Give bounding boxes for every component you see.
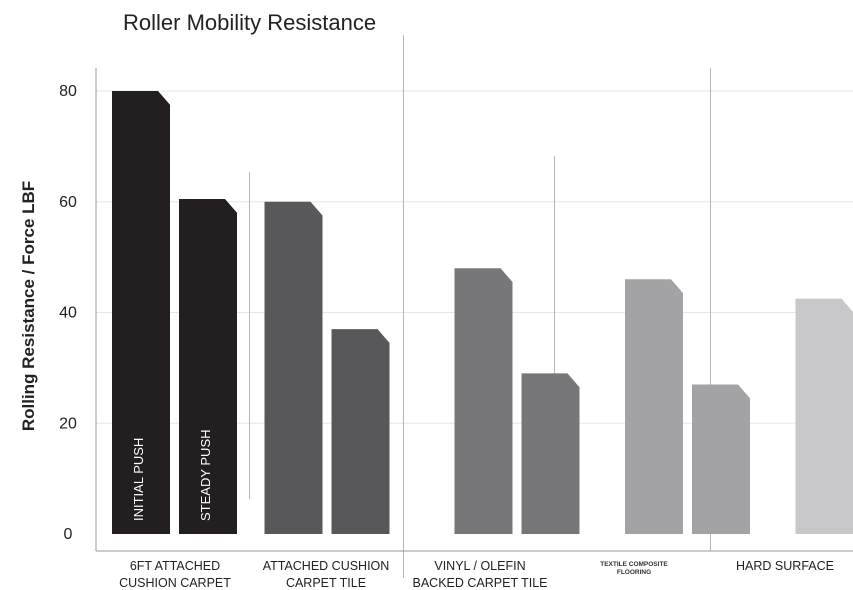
category-label: TEXTILE COMPOSITE	[600, 561, 668, 568]
category-label: 6FT ATTACHED	[130, 559, 220, 573]
y-tick-label: 80	[59, 83, 77, 100]
y-tick-label: 60	[59, 194, 77, 211]
axes	[95, 68, 853, 552]
y-tick-labels: 0 20 40 60 80	[59, 83, 77, 543]
bar-steady-push	[331, 329, 390, 534]
category-label: BACKED CARPET TILE	[413, 576, 548, 590]
series-label-steady-push: STEADY PUSH	[198, 429, 213, 521]
bar-steady-push	[521, 373, 580, 534]
bar-initial-push	[112, 91, 170, 534]
bar-steady-push	[179, 198, 237, 534]
category-label: HARD SURFACE	[736, 559, 834, 573]
y-axis-label: Rolling Resistance / Force LBF	[19, 181, 38, 431]
category-label: VINYL / OLEFIN	[434, 559, 525, 573]
y-tick-label: 0	[64, 526, 73, 543]
y-tick-label: 40	[59, 305, 77, 322]
category-label: CUSHION CARPET	[119, 576, 231, 590]
bar-initial-push	[264, 201, 323, 534]
category-label: CARPET TILE	[286, 576, 366, 590]
chart-title: Roller Mobility Resistance	[123, 10, 376, 35]
category-labels: 6FT ATTACHED CUSHION CARPET ATTACHED CUSHI…	[119, 559, 834, 590]
bar-initial-push	[454, 268, 513, 534]
category-label: ATTACHED CUSHION	[263, 559, 390, 573]
y-tick-label: 20	[59, 415, 77, 432]
bar-initial-push	[625, 279, 683, 534]
category-label: FLOORING	[617, 569, 651, 576]
bars: INITIAL PUSH STEADY PUSH	[112, 91, 853, 534]
series-label-initial-push: INITIAL PUSH	[131, 438, 146, 521]
bar-steady-push	[692, 384, 750, 534]
bar-initial-push	[795, 298, 853, 534]
